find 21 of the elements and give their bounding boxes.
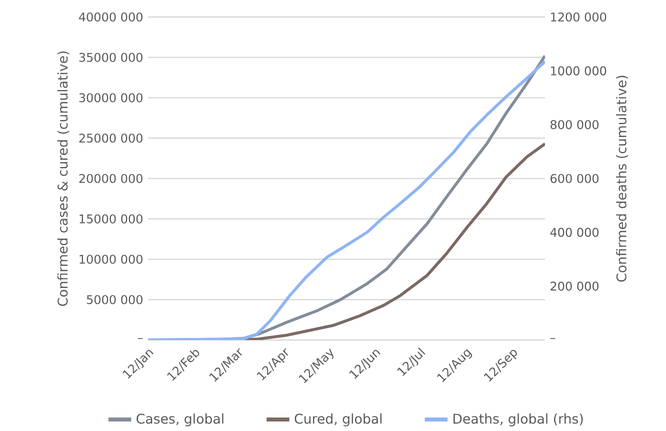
y2-tick-label: 400 000 xyxy=(550,228,599,237)
y-axis-title: Confirmed cases & cured (cumulative) xyxy=(57,51,70,306)
y-tick-label: 5000 000 xyxy=(86,295,142,304)
y2-tick-label: 1200 000 xyxy=(551,12,606,22)
y2-tick-label: 800 000 xyxy=(550,120,599,130)
y-tick-label: 30000 000 xyxy=(79,93,142,102)
legend-label: Deaths, global (rhs) xyxy=(454,413,583,426)
legend-label: Cases, global xyxy=(136,413,224,426)
legend-label: Cured, global xyxy=(294,413,382,426)
y2-tick-label: 600 000 xyxy=(550,174,599,184)
y-tick-label: – xyxy=(138,338,143,339)
y-tick-label: 40000 000 xyxy=(78,12,142,22)
y-tick-label: 15000 000 xyxy=(80,214,142,224)
y-tick-label: 20000 000 xyxy=(79,174,142,184)
y2-tick-label: – xyxy=(550,338,556,339)
y-tick-label: 10000 000 xyxy=(80,254,142,264)
y2-tick-label: 1000 000 xyxy=(551,66,606,76)
y2-tick-label: 200 000 xyxy=(550,282,599,291)
y2-axis-title: Confirmed deaths (cumulative) xyxy=(616,76,628,282)
y-tick-label: 25000 000 xyxy=(79,134,142,143)
y-tick-label: 35000 000 xyxy=(79,52,142,62)
